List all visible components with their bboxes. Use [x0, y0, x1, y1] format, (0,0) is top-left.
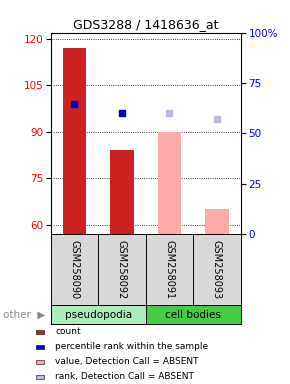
Bar	[36, 345, 44, 349]
Text: cell bodies: cell bodies	[165, 310, 221, 320]
Text: GSM258093: GSM258093	[212, 240, 222, 299]
Text: GSM258091: GSM258091	[164, 240, 175, 299]
Bar	[63, 48, 86, 234]
Text: count: count	[55, 328, 81, 336]
Bar	[110, 151, 134, 234]
Bar	[205, 209, 229, 234]
Bar	[36, 330, 44, 334]
Text: percentile rank within the sample: percentile rank within the sample	[55, 342, 209, 351]
Text: value, Detection Call = ABSENT: value, Detection Call = ABSENT	[55, 357, 199, 366]
Point	[72, 101, 77, 107]
Text: other  ▶: other ▶	[3, 310, 45, 320]
Text: GSM258090: GSM258090	[70, 240, 79, 299]
Bar	[36, 360, 44, 364]
Title: GDS3288 / 1418636_at: GDS3288 / 1418636_at	[73, 18, 218, 31]
Bar	[36, 375, 44, 379]
Text: GSM258092: GSM258092	[117, 240, 127, 299]
Point	[215, 116, 219, 122]
Bar	[146, 305, 241, 324]
Point	[120, 110, 124, 116]
Bar	[157, 132, 181, 234]
Bar	[51, 305, 146, 324]
Point	[167, 110, 172, 116]
Text: pseudopodia: pseudopodia	[65, 310, 132, 320]
Text: rank, Detection Call = ABSENT: rank, Detection Call = ABSENT	[55, 372, 194, 381]
